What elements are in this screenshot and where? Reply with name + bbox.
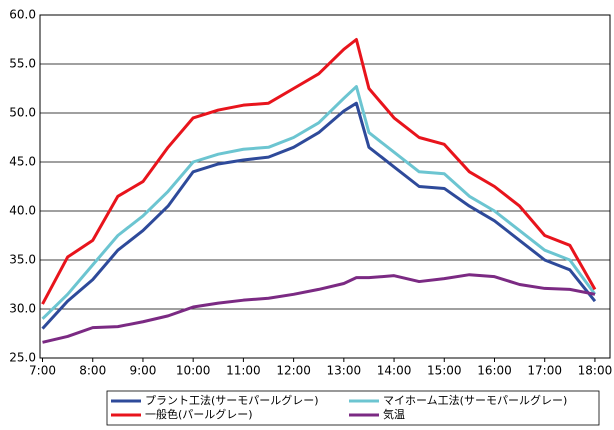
x-tick-label: 16:00 [477, 364, 512, 378]
plot-frame [39, 14, 611, 359]
x-tick-label: 11:00 [226, 364, 261, 378]
x-tick-label: 8:00 [79, 364, 106, 378]
x-tick-label: 14:00 [377, 364, 412, 378]
x-tick-label: 12:00 [276, 364, 311, 378]
x-tick-label: 10:00 [176, 364, 211, 378]
legend-label: プラント工法(サーモパールグレー) [145, 393, 319, 407]
legend-label: 気温 [383, 407, 405, 421]
series-line [41, 85, 597, 320]
legend-box [106, 390, 600, 426]
x-tick-label: 18:00 [578, 364, 613, 378]
y-tick-label: 45.0 [9, 155, 36, 169]
x-tick-label: 17:00 [527, 364, 562, 378]
series-line [41, 38, 597, 305]
y-tick-label: 40.0 [9, 204, 36, 218]
series-line [42, 273, 596, 344]
series-line [41, 101, 597, 330]
y-tick-label: 50.0 [9, 106, 36, 120]
x-tick-label: 13:00 [327, 364, 362, 378]
x-tick-label: 15:00 [427, 364, 462, 378]
legend-label: マイホーム工法(サーモパールグレー) [383, 393, 567, 407]
x-tick-label: 7:00 [29, 364, 56, 378]
y-tick-label: 35.0 [9, 253, 36, 267]
y-tick-label: 55.0 [9, 57, 36, 71]
y-tick-label: 30.0 [9, 302, 36, 316]
x-tick-label: 9:00 [129, 364, 156, 378]
y-tick-label: 60.0 [9, 8, 36, 22]
legend-label: 一般色(パールグレー) [145, 407, 253, 421]
y-tick-label: 25.0 [9, 351, 36, 365]
